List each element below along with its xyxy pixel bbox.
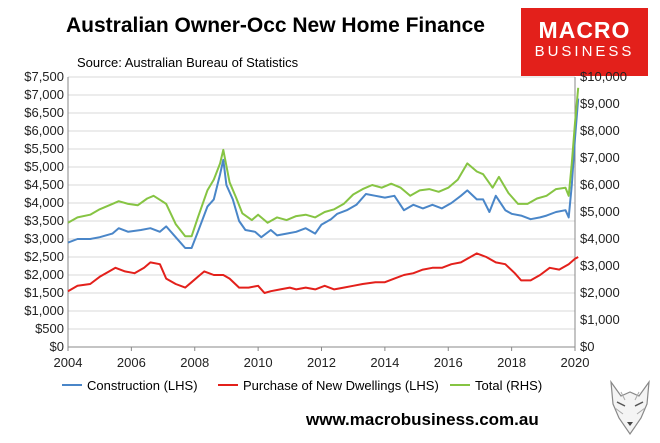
x-tick-label: 2006 — [117, 355, 146, 370]
right-tick-label: $5,000 — [580, 204, 620, 219]
axes — [67, 77, 576, 348]
footer-url: www.macrobusiness.com.au — [306, 410, 539, 429]
right-tick-label: $7,000 — [580, 150, 620, 165]
left-tick-label: $3,500 — [24, 213, 64, 228]
legend-label: Purchase of New Dwellings (LHS) — [243, 378, 439, 393]
right-tick-label: $10,000 — [580, 69, 627, 84]
right-tick-label: $0 — [580, 339, 594, 354]
chart-subtitle: Source: Australian Bureau of Statistics — [77, 55, 299, 70]
left-tick-label: $6,500 — [24, 105, 64, 120]
series-line-1 — [67, 252, 579, 294]
macrobusiness-logo: MACRO BUSINESS — [521, 8, 648, 76]
left-tick-label: $7,000 — [24, 87, 64, 102]
left-tick-label: $6,000 — [24, 123, 64, 138]
x-tick-label: 2012 — [307, 355, 336, 370]
x-tick-label: 2004 — [54, 355, 83, 370]
x-tick-label: 2008 — [180, 355, 209, 370]
x-tick-label: 2020 — [561, 355, 590, 370]
left-tick-label: $4,500 — [24, 177, 64, 192]
left-tick-label: $2,000 — [24, 267, 64, 282]
right-tick-label: $6,000 — [580, 177, 620, 192]
left-tick-label: $4,000 — [24, 195, 64, 210]
legend-item-2: Total (RHS) — [450, 378, 542, 393]
left-tick-label: $5,000 — [24, 159, 64, 174]
left-axis-ticks: $0 $500 $1,000 $1,500 $2,000 $2,500 $3,000 $3,5… — [24, 69, 64, 354]
legend-item-1: Purchase of New Dwellings (LHS) — [218, 378, 439, 393]
right-tick-label: $1,000 — [580, 312, 620, 327]
series-line-2 — [67, 87, 580, 238]
left-tick-label: $1,500 — [24, 285, 64, 300]
left-tick-label: $1,000 — [24, 303, 64, 318]
x-tick-label: 2010 — [244, 355, 273, 370]
x-tick-label: 2016 — [434, 355, 463, 370]
legend: Construction (LHS) Purchase of New Dwelli… — [62, 378, 542, 393]
right-tick-label: $4,000 — [580, 231, 620, 246]
x-tick-label: 2014 — [370, 355, 399, 370]
right-tick-label: $9,000 — [580, 96, 620, 111]
legend-item-0: Construction (LHS) — [62, 378, 198, 393]
right-tick-label: $2,000 — [580, 285, 620, 300]
x-axis-ticks: 2004 2006 2008 2010 2012 2014 2016 2018 2020 — [54, 347, 590, 370]
right-tick-label: $8,000 — [580, 123, 620, 138]
chart-title: Australian Owner-Occ New Home Finance — [66, 14, 485, 37]
right-axis-ticks: $0 $1,000 $2,000 $3,000 $4,000 $5,000 $6,000 $7… — [580, 69, 627, 354]
gridlines — [68, 76, 575, 348]
left-tick-label: $3,000 — [24, 231, 64, 246]
x-tick-label: 2018 — [497, 355, 526, 370]
legend-label: Total (RHS) — [475, 378, 542, 393]
left-tick-label: $0 — [50, 339, 64, 354]
logo-text-bottom: BUSINESS — [534, 43, 635, 60]
right-tick-label: $3,000 — [580, 258, 620, 273]
series-lines — [67, 87, 580, 294]
left-tick-label: $2,500 — [24, 249, 64, 264]
series-line-0 — [67, 98, 580, 249]
left-tick-label: $500 — [35, 321, 64, 336]
logo-text-top: MACRO — [538, 17, 631, 43]
fox-mascot-icon — [610, 379, 650, 436]
left-tick-label: $5,500 — [24, 141, 64, 156]
legend-label: Construction (LHS) — [87, 378, 198, 393]
left-tick-label: $7,500 — [24, 69, 64, 84]
